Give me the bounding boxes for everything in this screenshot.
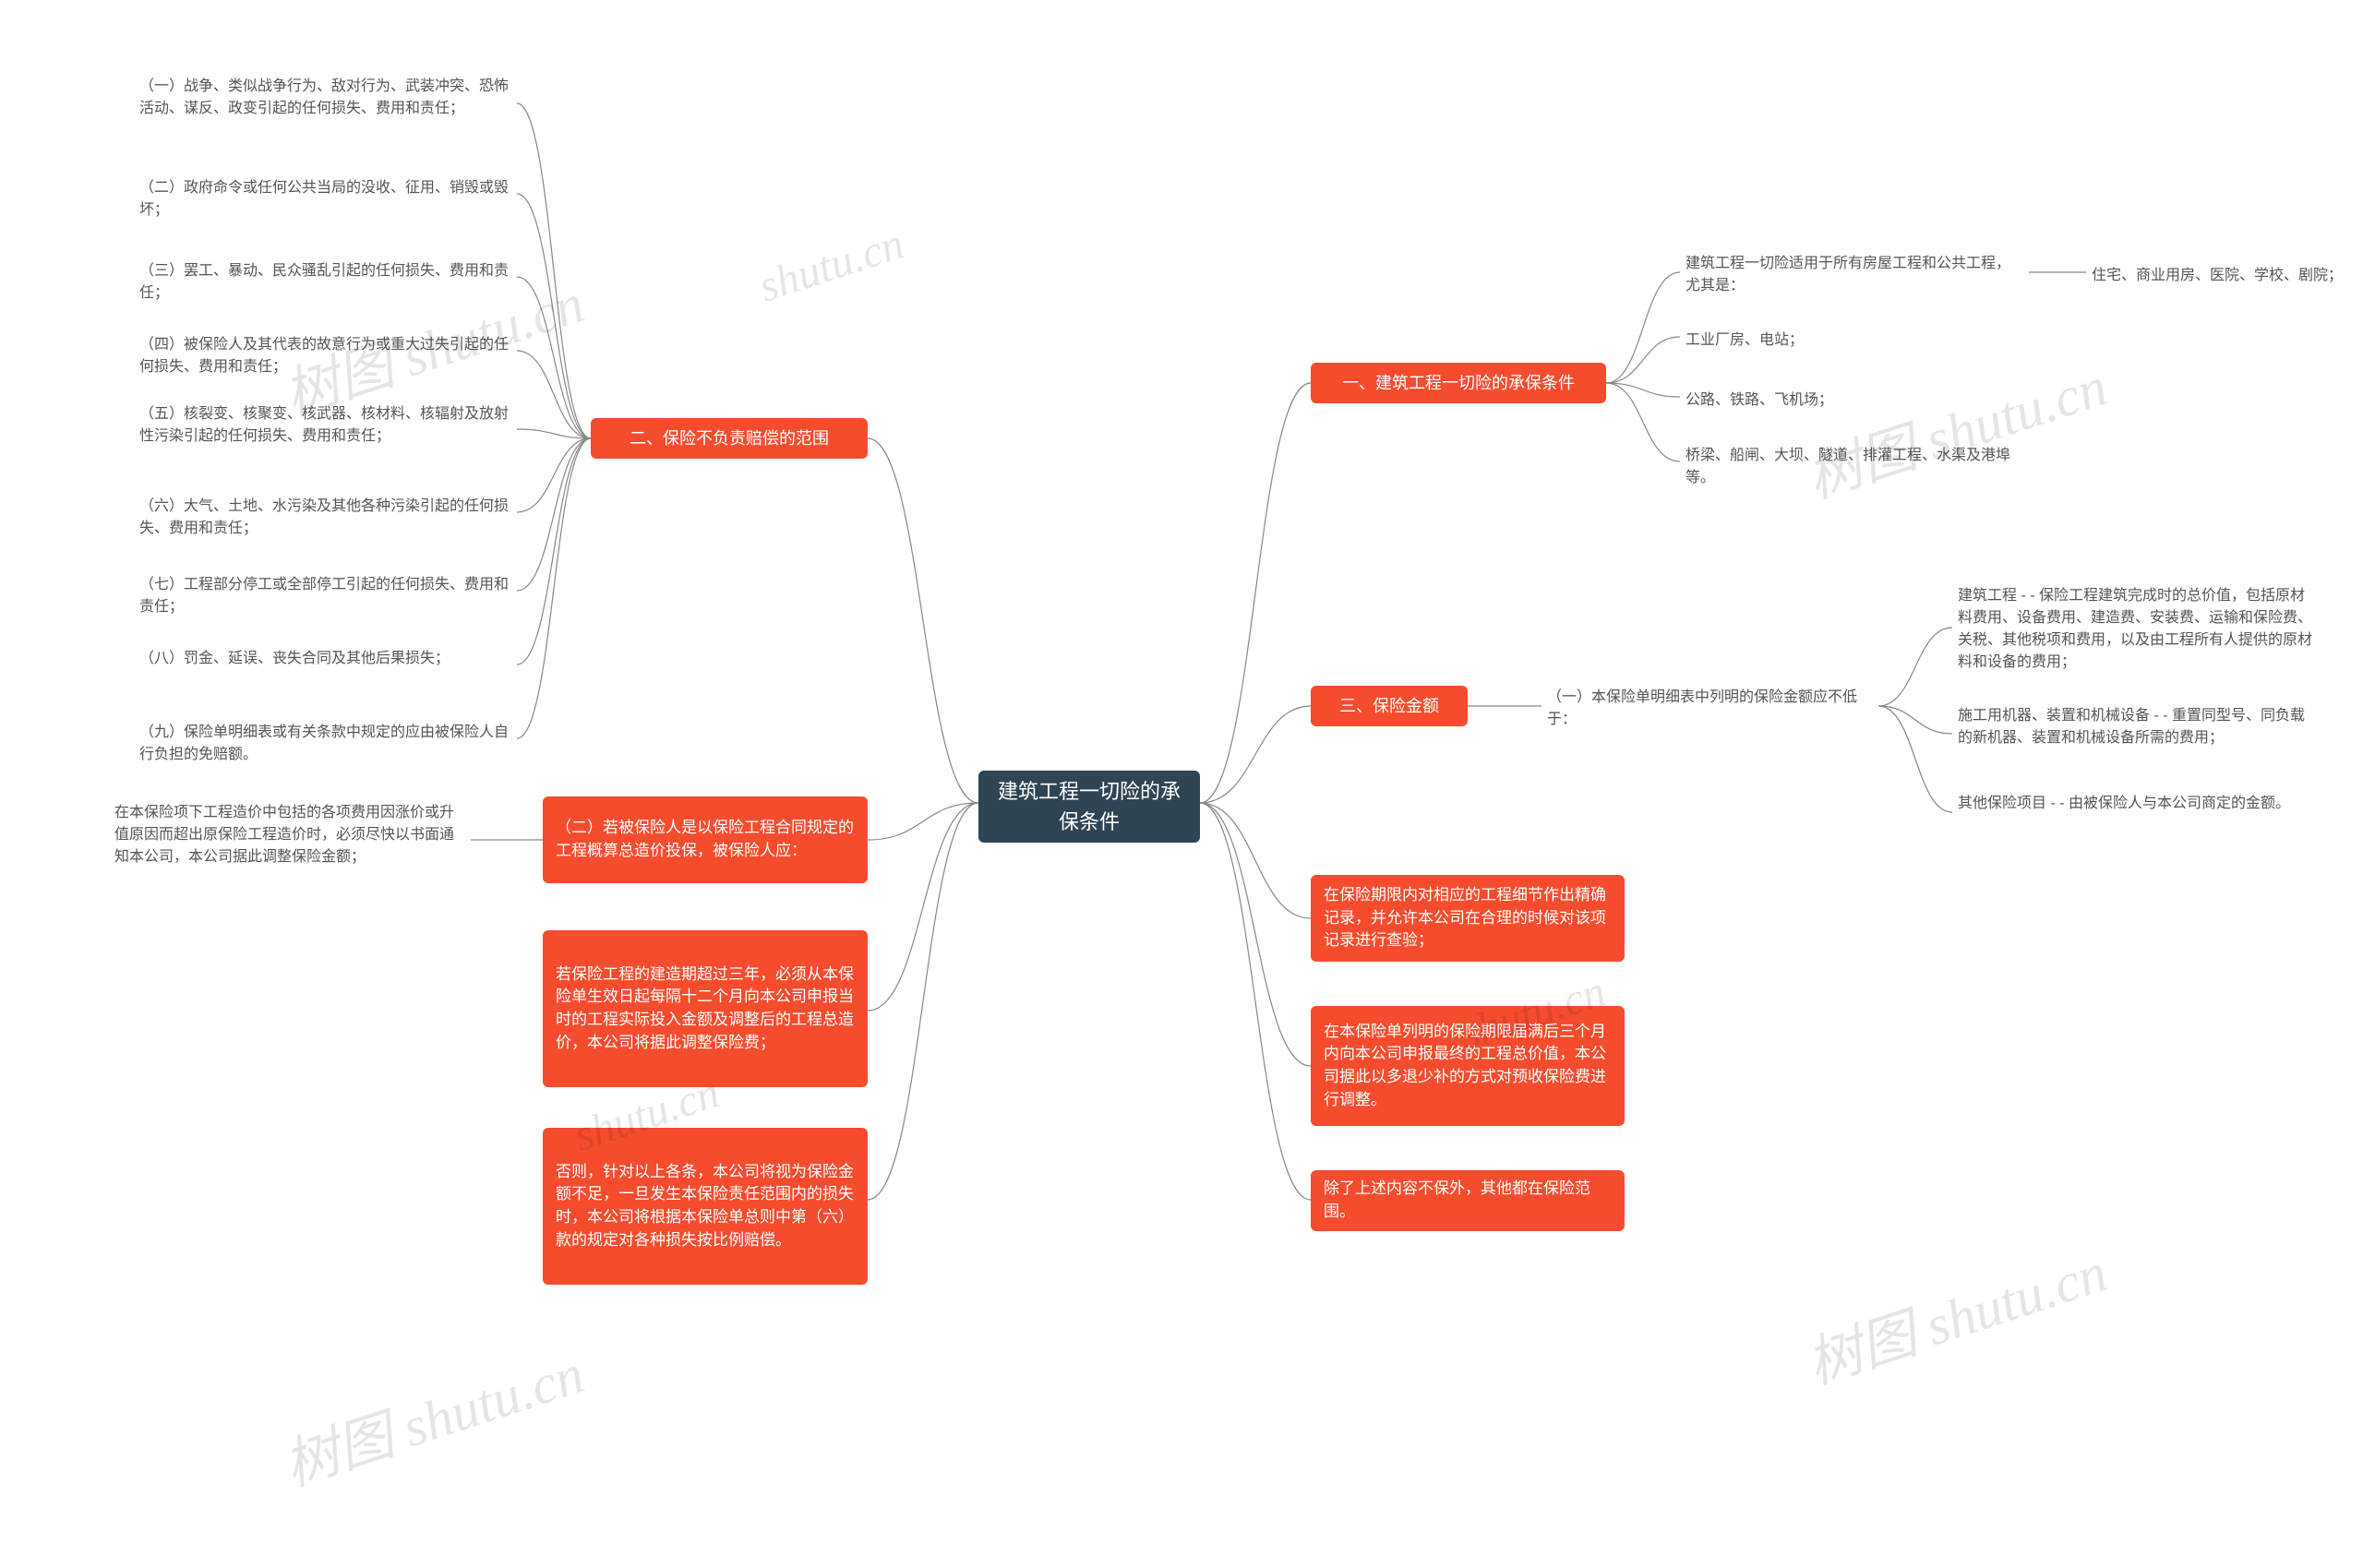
- branch-2-leaf-4: （五）核裂变、核聚变、核武器、核材料、核辐射及放射性污染引起的任何损失、费用和责…: [134, 400, 517, 451]
- branch-3-sub-0: 建筑工程 - - 保险工程建筑完成时的总价值，包括原材料费用、设备费用、建造费、…: [1952, 581, 2321, 677]
- root-label: 建筑工程一切险的承保条件: [993, 776, 1185, 837]
- branch-3[interactable]: 三、保险金额: [1311, 686, 1468, 726]
- branch-1-leaf-2: 公路、铁路、飞机场；: [1680, 386, 1957, 415]
- branch-1[interactable]: 一、建筑工程一切险的承保条件: [1311, 363, 1606, 403]
- branch-2-leaf-5: （六）大气、土地、水污染及其他各种污染引起的任何损失、费用和责任；: [134, 492, 517, 544]
- branch-2-leaf-3: （四）被保险人及其代表的故意行为或重大过失引起的任何损失、费用和责任；: [134, 330, 517, 382]
- branch-3-sub-1: 施工用机器、装置和机械设备 - - 重置同型号、同负载的新机器、装置和机械设备所…: [1952, 701, 2321, 753]
- branch-2b-label: （二）若被保险人是以保险工程合同规定的工程概算总造价投保，被保险人应：: [556, 817, 855, 862]
- branch-2b-leaf: 在本保险项下工程造价中包括的各项费用因涨价或升值原因而超出原保险工程造价时，必须…: [109, 798, 471, 872]
- branch-1-leaf-1: 工业厂房、电站；: [1680, 326, 1957, 355]
- branch-2b[interactable]: （二）若被保险人是以保险工程合同规定的工程概算总造价投保，被保险人应：: [543, 796, 868, 883]
- right-para-2[interactable]: 除了上述内容不保外，其他都在保险范围。: [1311, 1170, 1625, 1231]
- watermark: 树图 shutu.cn: [272, 1329, 593, 1502]
- branch-2[interactable]: 二、保险不负责赔偿的范围: [591, 418, 868, 459]
- branch-2-leaf-6: （七）工程部分停工或全部停工引起的任何损失、费用和责任；: [134, 570, 517, 622]
- branch-2-leaf-8: （九）保险单明细表或有关条款中规定的应由被保险人自行负担的免赔额。: [134, 718, 517, 770]
- right-para-0[interactable]: 在保险期限内对相应的工程细节作出精确记录，并允许本公司在合理的时候对该项记录进行…: [1311, 875, 1625, 962]
- left-ext-1[interactable]: 否则，针对以上各条，本公司将视为保险金额不足，一旦发生本保险责任范围内的损失时，…: [543, 1128, 868, 1285]
- branch-2-label: 二、保险不负责赔偿的范围: [630, 426, 829, 450]
- branch-2-leaf-2: （三）罢工、暴动、民众骚乱引起的任何损失、费用和责任；: [134, 257, 517, 308]
- watermark: 树图 shutu.cn: [1795, 1227, 2116, 1400]
- watermark: shutu.cn: [752, 218, 909, 312]
- branch-2-leaf-1: （二）政府命令或任何公共当局的没收、征用、销毁或毁坏；: [134, 174, 517, 225]
- branch-3-label: 三、保险金额: [1339, 694, 1439, 718]
- branch-1-leaf-0-sub: 住宅、商业用房、医院、学校、剧院；: [2086, 261, 2354, 291]
- branch-1-label: 一、建筑工程一切险的承保条件: [1342, 371, 1575, 395]
- branch-3-child-0: （一）本保险单明细表中列明的保险金额应不低于：: [1541, 683, 1878, 735]
- branch-3-sub-2: 其他保险项目 - - 由被保险人与本公司商定的金额。: [1952, 789, 2321, 819]
- branch-2-leaf-0: （一）战争、类似战争行为、敌对行为、武装冲突、恐怖活动、谋反、政变引起的任何损失…: [134, 72, 517, 124]
- branch-1-leaf-3: 桥梁、船闸、大坝、隧道、排灌工程、水渠及港埠等。: [1680, 441, 2021, 493]
- branch-2-leaf-7: （八）罚金、延误、丧失合同及其他后果损失；: [134, 644, 517, 674]
- left-ext-0[interactable]: 若保险工程的建造期超过三年，必须从本保险单生效日起每隔十二个月向本公司申报当时的…: [543, 930, 868, 1087]
- right-para-1[interactable]: 在本保险单列明的保险期限届满后三个月内向本公司申报最终的工程总价值，本公司据此以…: [1311, 1006, 1625, 1126]
- root-node[interactable]: 建筑工程一切险的承保条件: [978, 771, 1200, 843]
- branch-1-leaf-0: 建筑工程一切险适用于所有房屋工程和公共工程，尤其是：: [1680, 249, 2029, 301]
